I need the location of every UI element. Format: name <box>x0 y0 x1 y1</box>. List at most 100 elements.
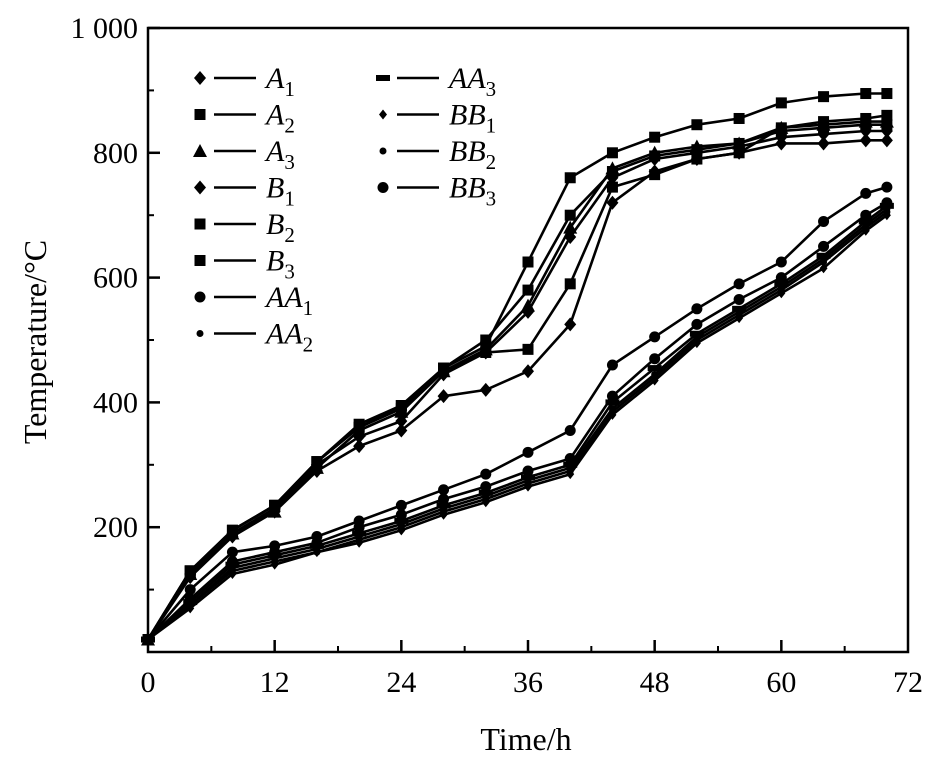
data-point-b1 <box>522 304 534 319</box>
data-point-aa3 <box>647 365 662 372</box>
legend-item-bb2: BB2 <box>379 135 496 174</box>
data-point-bb2 <box>355 533 363 541</box>
x-tick-label: 12 <box>260 666 290 699</box>
data-point-bb2 <box>524 476 532 484</box>
data-point-a1 <box>353 439 366 454</box>
data-point-bb2 <box>862 221 870 229</box>
data-point-a2 <box>691 119 703 131</box>
data-point-aa1 <box>818 240 830 252</box>
data-point-b2 <box>522 284 534 296</box>
data-point-bb3 <box>564 424 576 436</box>
data-point-b3 <box>353 421 365 433</box>
data-point-a1 <box>395 423 408 438</box>
y-tick-label: 400 <box>93 386 138 419</box>
data-point-bb2 <box>820 255 828 263</box>
data-point-a1 <box>437 389 450 404</box>
data-point-a1 <box>564 317 577 332</box>
data-point-bb1 <box>861 225 870 236</box>
data-point-a2 <box>775 97 787 109</box>
legend-label-b3: B3 <box>266 245 295 284</box>
data-point-aa1 <box>775 272 787 284</box>
data-point-a1 <box>606 195 619 210</box>
data-point-b2 <box>733 137 745 149</box>
legend-item-aa1: AA1 <box>194 281 313 320</box>
data-point-b3 <box>395 403 407 415</box>
legend-marker-aa2 <box>196 330 204 337</box>
data-point-bb3 <box>691 303 703 315</box>
data-point-a2 <box>649 131 661 143</box>
legend-label-bb3: BB3 <box>449 172 496 211</box>
data-point-bb3 <box>775 256 787 268</box>
legend-marker-bb2 <box>379 147 387 155</box>
data-point-bb3 <box>353 515 365 527</box>
y-tick-label: 600 <box>93 262 138 295</box>
legend-marker-b1 <box>194 180 206 195</box>
data-point-b3 <box>733 147 745 159</box>
data-point-b1 <box>353 429 366 444</box>
series-line-aa3 <box>147 204 888 641</box>
series-b3 <box>142 109 893 646</box>
legend-label-b1: B1 <box>266 172 295 211</box>
data-point-b3 <box>691 153 703 165</box>
data-point-bb1 <box>777 288 786 299</box>
data-point-bb2 <box>651 370 659 378</box>
data-point-b2 <box>649 150 661 162</box>
x-tick-label: 72 <box>893 666 923 699</box>
legend-item-aa3: AA3 <box>376 62 496 101</box>
data-point-bb2 <box>186 601 194 609</box>
x-tick-label: 60 <box>766 666 796 699</box>
data-point-bb3 <box>881 181 893 193</box>
data-point-b1 <box>880 123 893 138</box>
data-point-bb1 <box>439 509 448 520</box>
data-point-bb2 <box>735 308 743 316</box>
x-tick-label: 24 <box>386 666 416 699</box>
data-point-bb2 <box>482 492 490 500</box>
data-point-b3 <box>438 365 450 377</box>
series-bb1 <box>144 210 891 645</box>
data-point-a1 <box>522 364 534 379</box>
data-point-b3 <box>881 109 893 121</box>
series-bb2 <box>144 205 891 644</box>
legend-label-a1: A1 <box>264 62 295 101</box>
data-point-b2 <box>881 119 893 131</box>
data-point-bb3 <box>438 484 450 496</box>
data-point-bb1 <box>692 338 701 349</box>
legend-item-aa2: AA2 <box>196 318 313 357</box>
data-point-bb1 <box>524 481 532 492</box>
data-point-a2 <box>860 88 872 100</box>
data-point-bb1 <box>270 559 279 570</box>
x-tick-label: 36 <box>513 666 543 699</box>
data-point-bb3 <box>818 215 830 227</box>
data-point-bb1 <box>882 210 891 221</box>
legend-marker-a1 <box>194 71 206 85</box>
data-point-bb1 <box>481 497 490 508</box>
legend-marker-aa1 <box>194 291 206 303</box>
data-point-bb3 <box>522 446 534 458</box>
legend-item-bb3: BB3 <box>377 172 496 211</box>
legend-label-bb2: BB2 <box>449 135 496 174</box>
data-point-b3 <box>649 169 661 181</box>
data-point-bb3 <box>226 546 238 558</box>
data-point-b3 <box>860 112 872 124</box>
series-line-bb3 <box>147 185 888 641</box>
data-point-b2 <box>818 122 830 134</box>
data-point-b2 <box>606 166 618 178</box>
data-point-a1 <box>479 382 492 397</box>
data-point-bb3 <box>606 359 618 371</box>
legend-item-a3: A3 <box>193 135 295 174</box>
data-point-bb2 <box>397 520 405 528</box>
x-tick-label: 48 <box>640 666 670 699</box>
y-tick-label: 1 000 <box>71 12 139 45</box>
legend-marker-bb1 <box>379 109 387 120</box>
data-point-a2 <box>818 91 830 103</box>
legend-marker-b2 <box>194 218 206 230</box>
data-point-bb2 <box>883 205 891 213</box>
data-point-b3 <box>775 122 787 134</box>
data-point-bb1 <box>735 313 744 324</box>
y-tick-label: 200 <box>93 511 138 544</box>
legend-marker-aa3 <box>376 75 390 81</box>
data-point-bb3 <box>184 584 196 596</box>
legend-marker-b3 <box>194 255 206 266</box>
